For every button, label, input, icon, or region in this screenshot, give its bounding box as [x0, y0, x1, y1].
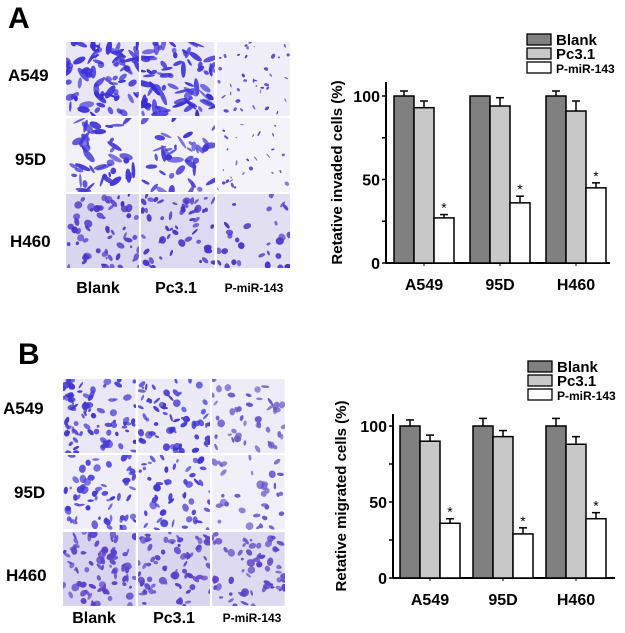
panel-a-row-label-a549: A549 [8, 66, 49, 85]
panel-b-col-label-pc31: Pc3.1 [153, 610, 195, 627]
y-tick-label: 50 [369, 495, 387, 512]
x-tick-label: A549 [405, 277, 443, 294]
y-axis-label: Retative invaded cells (%) [329, 80, 346, 264]
micrograph-h460-pc31 [137, 531, 211, 606]
significance-asterisk: * [441, 200, 447, 216]
micrograph-a549-pmir143 [216, 42, 290, 116]
legend-swatch [526, 47, 552, 60]
x-tick-label: H460 [557, 277, 595, 294]
bar-chart-svg: 0 50 100 Retative invaded cells (%) * A549 * 95… [329, 32, 615, 294]
migration-bar-chart: 0 50 100 Retative migrated cells (%) * A549 * 9… [320, 330, 625, 620]
bar [545, 425, 567, 579]
y-tick-label: 50 [362, 173, 380, 190]
bar [545, 95, 567, 264]
panel-a-row-label-95d: 95D [15, 150, 47, 169]
bar [439, 522, 461, 579]
panel-b-letter: B [18, 338, 40, 371]
micrograph-a549-blank [63, 379, 136, 454]
bar [399, 425, 421, 579]
y-tick-label: 100 [360, 419, 387, 436]
bar [472, 425, 494, 579]
bar [565, 443, 587, 579]
micrograph-95d-blank [63, 455, 136, 530]
panel-b-row-label-95d: 95D [14, 483, 46, 502]
micrograph-a549-pmir143 [212, 379, 285, 454]
micrograph-h460-pmir143 [212, 531, 285, 606]
bar [489, 105, 511, 264]
panel-a-micrograph-grid [66, 42, 290, 268]
bar [492, 435, 514, 579]
bar [585, 517, 607, 579]
legend-swatch [527, 360, 553, 373]
x-tick-label: A549 [411, 592, 449, 609]
micrograph-a549-pc31 [141, 42, 215, 116]
significance-asterisk: * [520, 513, 526, 529]
bar [509, 202, 531, 264]
legend-label: Blank [556, 32, 598, 49]
bar [413, 106, 435, 264]
micrograph-95d-pmir143 [212, 455, 285, 530]
legend-swatch [527, 388, 553, 401]
bar [512, 533, 534, 579]
legend-label: Blank [557, 359, 599, 376]
significance-asterisk: * [447, 504, 453, 520]
micrograph-a549-pc31 [137, 379, 211, 454]
significance-asterisk: * [593, 168, 599, 184]
y-axis-label: Retative migrated cells (%) [333, 401, 350, 592]
panel-a-letter: A [8, 2, 30, 35]
micrograph-95d-pc31 [141, 118, 215, 192]
y-tick-label: 0 [378, 571, 387, 588]
panel-b-col-label-pmir143: P-miR-143 [222, 611, 282, 625]
legend-label: P-miR-143 [557, 389, 616, 403]
bar [469, 95, 491, 264]
micrograph-95d-blank [66, 118, 140, 192]
significance-asterisk: * [517, 181, 523, 197]
legend-label: Pc3.1 [556, 46, 595, 63]
y-tick-label: 0 [371, 256, 380, 273]
micrograph-95d-pc31 [137, 455, 211, 530]
invasion-bar-chart: 0 50 100 Retative invaded cells (%) * A549 * 95… [320, 20, 625, 310]
x-tick-label: 95D [488, 592, 517, 609]
legend-swatch [526, 61, 552, 74]
legend-label: P-miR-143 [556, 62, 615, 76]
x-tick-label: 95D [485, 277, 514, 294]
bar [393, 95, 415, 264]
micrograph-h460-pmir143 [216, 194, 290, 268]
panel-b-micrograph-grid [63, 379, 285, 606]
bar [565, 110, 587, 264]
bar [585, 187, 607, 264]
bar [433, 217, 455, 264]
bar [419, 440, 441, 579]
legend-swatch [526, 33, 552, 46]
panel-a-row-label-h460: H460 [10, 232, 51, 251]
significance-asterisk: * [593, 498, 599, 514]
legend-label: Pc3.1 [557, 373, 596, 390]
micrograph-a549-blank [66, 42, 140, 116]
panel-a-col-label-pmir143: P-miR-143 [224, 281, 284, 295]
panel-a-col-label-pc31: Pc3.1 [155, 280, 197, 297]
micrograph-95d-pmir143 [216, 118, 290, 192]
micrograph-h460-blank [63, 531, 136, 606]
legend-swatch [527, 374, 553, 387]
panel-b-row-label-h460: H460 [6, 566, 47, 585]
micrograph-h460-pc31 [141, 194, 215, 268]
panel-a-col-label-blank: Blank [76, 280, 120, 297]
bar-chart-svg: 0 50 100 Retative migrated cells (%) * A549 * 9… [333, 359, 616, 609]
y-tick-label: 100 [353, 89, 380, 106]
x-tick-label: H460 [557, 592, 595, 609]
panel-b-row-label-a549: A549 [3, 399, 44, 418]
micrograph-h460-blank [66, 194, 140, 268]
panel-b-col-label-blank: Blank [72, 610, 116, 627]
